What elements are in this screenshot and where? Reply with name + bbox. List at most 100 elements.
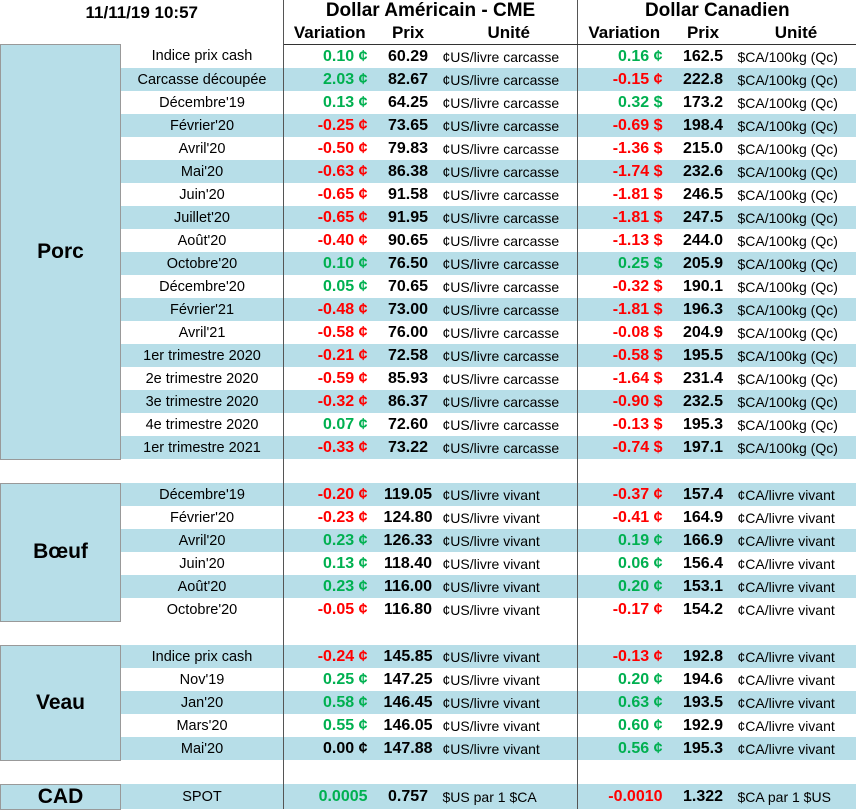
section-label: Porc bbox=[0, 44, 121, 460]
price: 192.9 bbox=[682, 716, 724, 734]
unit: ¢CA/livre vivant bbox=[735, 529, 856, 552]
price: 173.2 bbox=[682, 93, 724, 111]
data-row: Avril'20 -0.50 ¢ 79.83 ¢US/livre carcasse -1… bbox=[1, 137, 856, 160]
row-name: Février'21 bbox=[120, 298, 285, 321]
variation: -0.37 ¢ bbox=[577, 483, 671, 506]
data-row: Carcasse découpée 2.03 ¢ 82.67 ¢US/livre ca… bbox=[1, 68, 856, 91]
variation: -0.08 $ bbox=[577, 321, 671, 344]
unit: ¢CA/livre vivant bbox=[735, 737, 856, 760]
unit: $CA/100kg (Qc) bbox=[737, 94, 838, 111]
unit: ¢US/livre carcasse bbox=[440, 390, 578, 413]
price: 73.22 bbox=[375, 436, 441, 459]
data-row: Février'20 -0.25 ¢ 73.65 ¢US/livre carcasse… bbox=[1, 114, 856, 137]
price: 194.6 bbox=[682, 670, 724, 688]
variation: -0.90 $ bbox=[577, 390, 671, 413]
unit: ¢US/livre vivant bbox=[440, 691, 578, 714]
unit: $CA/100kg (Qc) bbox=[735, 390, 856, 413]
price: 118.40 bbox=[383, 554, 433, 572]
unit: $US par 1 $CA bbox=[440, 784, 578, 809]
timestamp: 11/11/19 10:57 bbox=[0, 0, 285, 45]
price: 153.1 bbox=[670, 575, 736, 598]
data-row: 4e trimestre 2020 0.07 ¢ 72.60 ¢US/livre ca… bbox=[1, 413, 856, 436]
row-name: Décembre'20 bbox=[120, 275, 285, 298]
row-name: 2e trimestre 2020 bbox=[120, 367, 285, 390]
row-name: Juillet'20 bbox=[120, 206, 285, 229]
spacer bbox=[284, 760, 578, 784]
variation: -1.81 $ bbox=[577, 183, 671, 206]
unit: ¢US/livre vivant bbox=[440, 483, 578, 506]
unit: $CA/100kg (Qc) bbox=[735, 68, 856, 91]
variation: 0.20 ¢ bbox=[577, 668, 671, 691]
column-header: Prix bbox=[670, 22, 736, 45]
unit: $CA/100kg (Qc) bbox=[735, 114, 856, 137]
unit: $CA/100kg (Qc) bbox=[737, 186, 838, 203]
price: 73.65 bbox=[375, 114, 441, 137]
row-name: Août'20 bbox=[120, 575, 285, 598]
unit: ¢CA/livre vivant bbox=[737, 509, 835, 526]
unit: ¢US/livre carcasse bbox=[440, 344, 578, 367]
price: 193.5 bbox=[670, 691, 736, 714]
variation: 0.23 ¢ bbox=[283, 529, 376, 552]
row-name: Juin'20 bbox=[120, 552, 285, 575]
price: 145.85 bbox=[375, 645, 441, 668]
price: 85.93 bbox=[387, 369, 429, 387]
variation: 2.03 ¢ bbox=[283, 68, 376, 91]
variation: 0.63 ¢ bbox=[577, 691, 671, 714]
price: 195.5 bbox=[670, 344, 736, 367]
price: 147.88 bbox=[375, 737, 441, 760]
data-row: Décembre'19 0.13 ¢ 64.25 ¢US/livre carcasse… bbox=[1, 91, 856, 114]
spacer-row bbox=[0, 459, 856, 483]
variation: -0.13 $ bbox=[577, 413, 671, 436]
price: 0.757 bbox=[375, 784, 441, 809]
unit: ¢US/livre carcasse bbox=[442, 370, 560, 387]
price: 204.9 bbox=[682, 323, 724, 341]
price: 72.58 bbox=[375, 344, 441, 367]
unit: ¢US/livre carcasse bbox=[442, 94, 560, 111]
variation: 0.0005 bbox=[283, 784, 376, 809]
price: 156.4 bbox=[682, 554, 724, 572]
row-name: Avril'20 bbox=[120, 529, 285, 552]
unit: ¢US/livre carcasse bbox=[440, 68, 578, 91]
variation: -0.40 ¢ bbox=[317, 231, 368, 249]
unit: ¢CA/livre vivant bbox=[735, 691, 856, 714]
price: 64.25 bbox=[387, 93, 429, 111]
unit: ¢US/livre carcasse bbox=[440, 436, 578, 459]
unit: $CA/100kg (Qc) bbox=[737, 324, 838, 341]
row-name: Mai'20 bbox=[120, 737, 285, 760]
currency-group: Dollar Américain - CME bbox=[325, 0, 536, 21]
variation: -0.74 $ bbox=[577, 436, 671, 459]
price: 70.65 bbox=[387, 277, 429, 295]
price: 79.83 bbox=[387, 139, 429, 157]
price: 1.322 bbox=[670, 784, 736, 809]
price: 146.05 bbox=[383, 716, 433, 734]
variation: -0.24 ¢ bbox=[283, 645, 376, 668]
unit: $CA/100kg (Qc) bbox=[737, 370, 838, 387]
price: 82.67 bbox=[375, 68, 441, 91]
variation: -0.13 ¢ bbox=[577, 645, 671, 668]
data-row: Août'20 -0.40 ¢ 90.65 ¢US/livre carcasse -1.… bbox=[1, 229, 856, 252]
row-name: Mars'20 bbox=[120, 714, 285, 737]
row-name: Décembre'19 bbox=[120, 91, 285, 114]
column-header: Prix bbox=[375, 22, 441, 45]
variation: 0.13 ¢ bbox=[323, 554, 368, 572]
data-row: Bœuf Décembre'19 -0.20 ¢ 119.05 ¢US/livre vi… bbox=[0, 482, 856, 622]
variation: -1.81 $ bbox=[577, 298, 671, 321]
price: 231.4 bbox=[682, 369, 724, 387]
variation: 0.56 ¢ bbox=[577, 737, 671, 760]
spacer bbox=[0, 621, 285, 645]
price: 198.4 bbox=[670, 114, 736, 137]
price: 116.00 bbox=[375, 575, 441, 598]
data-row: 1er trimestre 2021 -0.33 ¢ 73.22 ¢US/livre … bbox=[1, 436, 856, 459]
row-name: 1er trimestre 2021 bbox=[120, 436, 285, 459]
variation: -0.69 $ bbox=[577, 114, 671, 137]
price: 91.95 bbox=[375, 206, 441, 229]
price: 116.80 bbox=[383, 600, 433, 618]
unit: ¢US/livre vivant bbox=[440, 645, 578, 668]
variation: 0.58 ¢ bbox=[283, 691, 376, 714]
unit: ¢CA/livre vivant bbox=[737, 717, 835, 734]
price: 119.05 bbox=[375, 483, 441, 506]
row-name: Février'20 bbox=[120, 114, 285, 137]
variation: -0.58 $ bbox=[577, 344, 671, 367]
row-name: 3e trimestre 2020 bbox=[120, 390, 285, 413]
variation: 0.25 ¢ bbox=[323, 670, 368, 688]
